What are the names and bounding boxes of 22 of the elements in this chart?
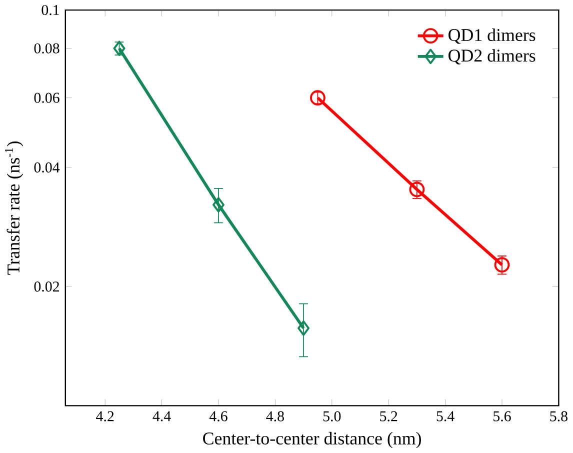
- point: [212, 197, 224, 212]
- legend-label: QD1 dimers: [448, 28, 536, 44]
- point: [298, 320, 310, 336]
- y-tick-label: 0.1: [42, 4, 59, 16]
- x-tick-label: 5.2: [380, 411, 398, 422]
- y-tick-label: 0.06: [34, 92, 60, 103]
- y-axis-title: Transfer rate (ns$^{-1}$): [4, 141, 24, 275]
- x-tick-label: 4.8: [266, 411, 284, 422]
- x-axis-title: Center-to-center distance (nm): [203, 432, 421, 448]
- x-tick-label: 4.6: [209, 411, 228, 422]
- x-tick-label: 4.4: [152, 411, 171, 422]
- point: [494, 257, 510, 272]
- x-tick-label: 5.8: [550, 411, 568, 422]
- legend-label: QD2 dimers: [448, 49, 536, 64]
- y-tick-label: 0.02: [34, 281, 60, 292]
- point: [409, 182, 425, 198]
- x-tick-label: 4.2: [96, 411, 114, 422]
- y-tick-label: 0.04: [34, 162, 60, 172]
- x-tick-label: 5.0: [323, 411, 341, 422]
- x-tick-label: 5.6: [494, 411, 511, 422]
- x-tick-label: 5.4: [436, 411, 454, 422]
- y-tick-label: 0.08: [34, 43, 60, 54]
